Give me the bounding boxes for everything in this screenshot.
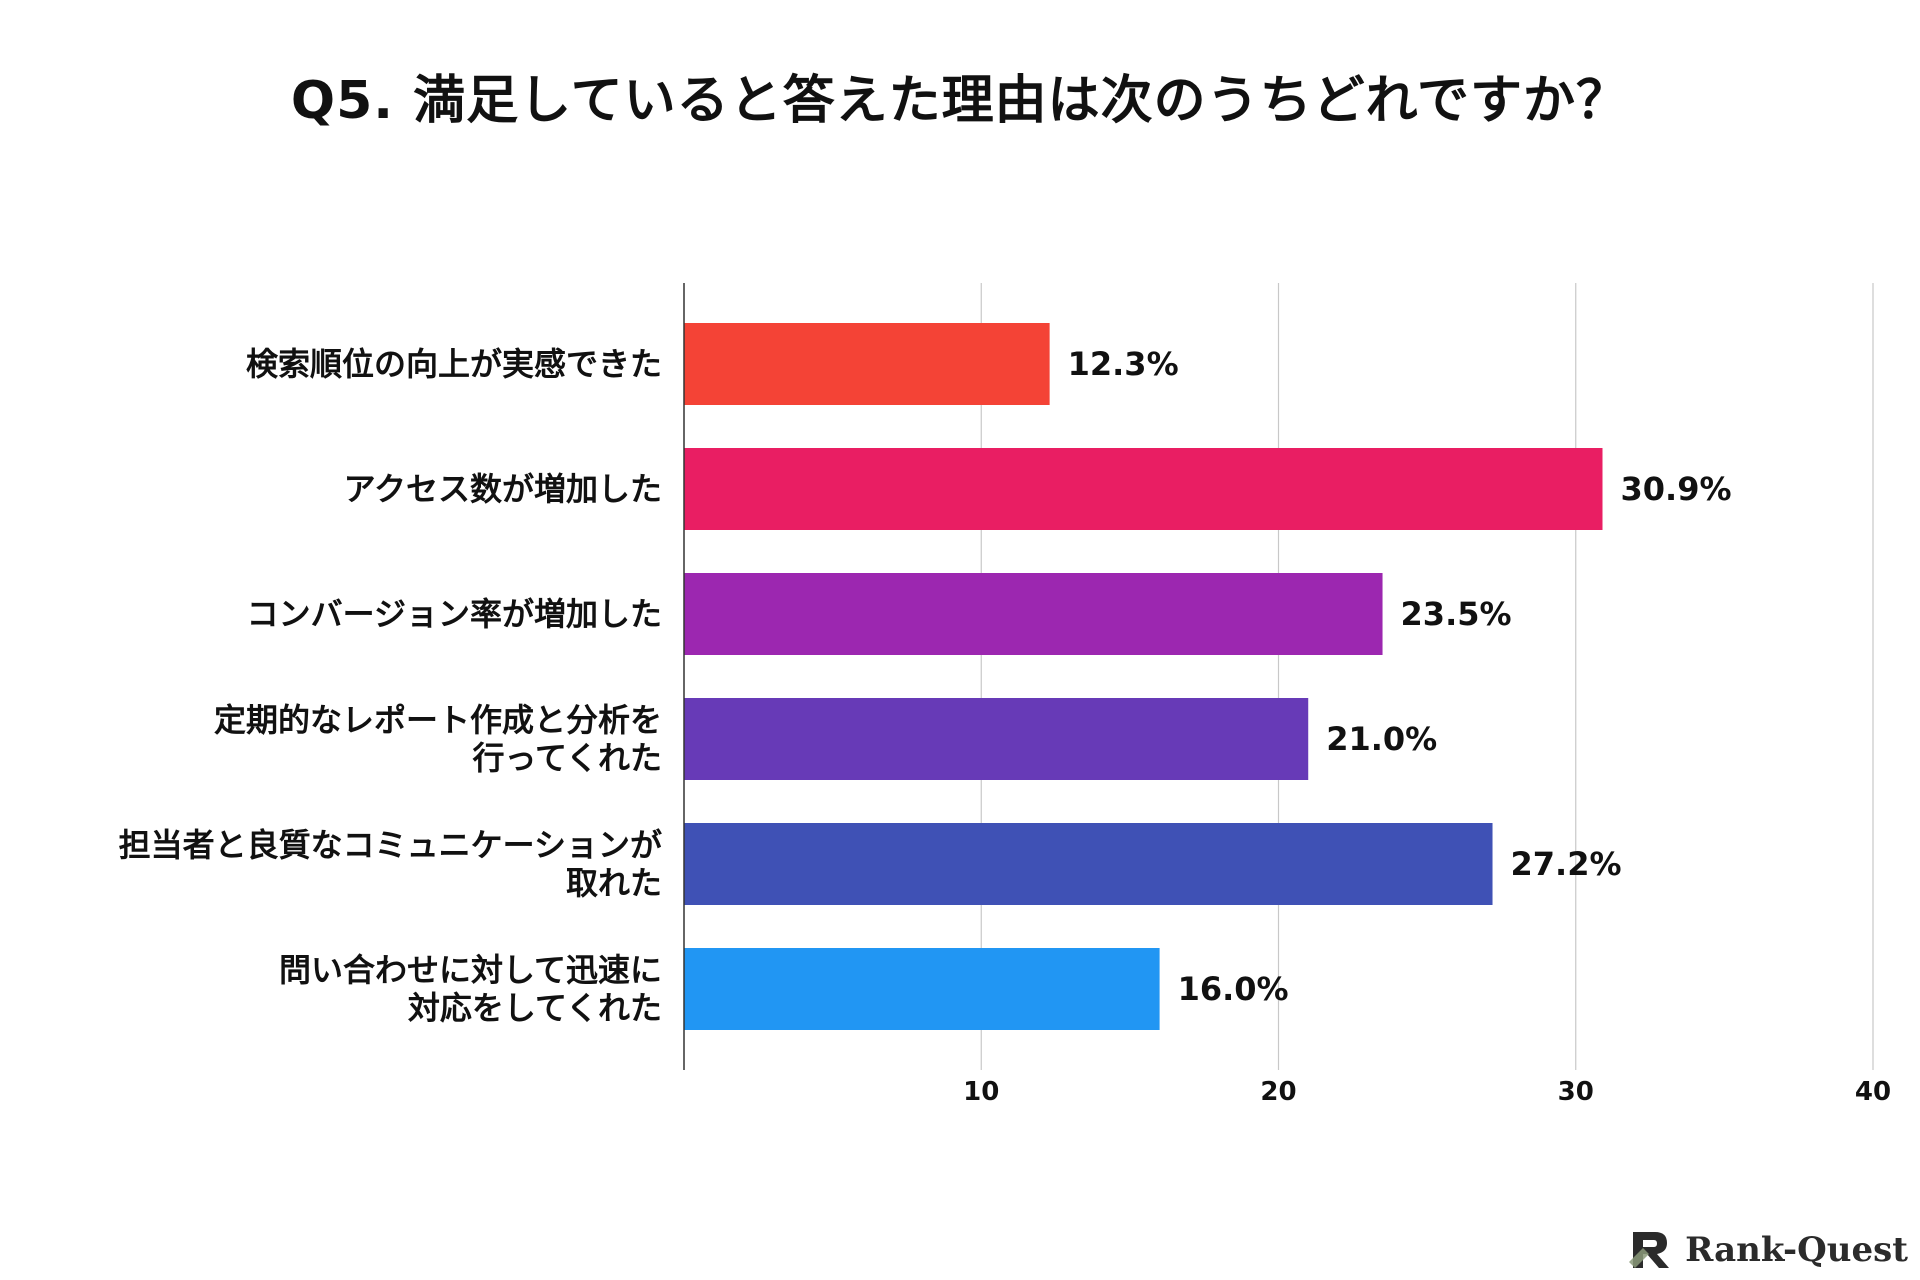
bar — [684, 698, 1309, 780]
category-label-line: 対応をしてくれた — [408, 989, 662, 1027]
bar — [684, 448, 1603, 530]
data-label: 21.0% — [1326, 720, 1437, 758]
category-label: 定期的なレポート作成と分析を行ってくれた — [214, 701, 662, 777]
category-label: アクセス数が増加した — [344, 470, 662, 508]
x-tick-label: 10 — [963, 1077, 999, 1107]
rank-quest-logo-icon — [1629, 1232, 1670, 1268]
value-labels: 12.3% 30.9% 23.5% 21.0% 27.2% 16.0% — [1068, 345, 1732, 1008]
data-label: 30.9% — [1621, 470, 1732, 508]
category-label: 問い合わせに対して迅速に対応をしてくれた — [279, 951, 662, 1027]
category-labels: 検索順位の向上が実感できたアクセス数が増加したコンバージョン率が増加した定期的な… — [119, 345, 662, 1027]
category-label-line: アクセス数が増加した — [344, 470, 662, 508]
category-label-line: 定期的なレポート作成と分析を — [214, 701, 662, 739]
x-tick-label: 20 — [1260, 1077, 1296, 1107]
data-label: 27.2% — [1511, 845, 1622, 883]
category-label-line: 検索順位の向上が実感できた — [246, 345, 662, 383]
category-label: 検索順位の向上が実感できた — [246, 345, 662, 383]
data-label: 23.5% — [1401, 595, 1512, 633]
bars — [684, 323, 1603, 1030]
x-tick-labels: 10 20 30 40 — [963, 1077, 1891, 1107]
brand-logo: Rank-Quest — [1627, 1228, 1908, 1272]
category-label: コンバージョン率が増加した — [247, 595, 662, 633]
bar — [684, 948, 1160, 1030]
category-label-line: 取れた — [566, 864, 662, 902]
bar — [684, 573, 1383, 655]
data-label: 16.0% — [1178, 970, 1289, 1008]
bar — [684, 823, 1493, 905]
x-tick-label: 30 — [1558, 1077, 1594, 1107]
grid-lines — [980, 283, 1874, 1070]
brand-name: Rank-Quest — [1685, 1230, 1908, 1270]
chart-title: Q5. 満足していると答えた理由は次のうちどれですか？ — [290, 71, 1630, 131]
data-label: 12.3% — [1068, 345, 1179, 383]
x-tick-label: 40 — [1855, 1077, 1891, 1107]
category-label: 担当者と良質なコミュニケーションが取れた — [119, 826, 662, 902]
category-label-line: 問い合わせに対して迅速に — [279, 951, 662, 989]
category-label-line: コンバージョン率が増加した — [247, 595, 662, 633]
category-label-line: 担当者と良質なコミュニケーションが — [119, 826, 662, 864]
category-label-line: 行ってくれた — [473, 739, 662, 777]
bar — [684, 323, 1050, 405]
